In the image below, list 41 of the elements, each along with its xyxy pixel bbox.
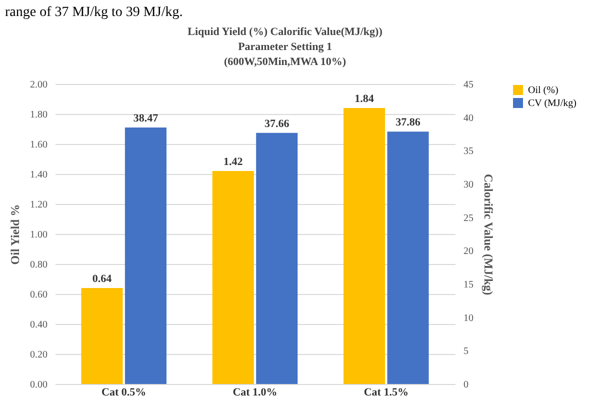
data-label: 1.84: [354, 93, 374, 105]
y2-tick-label: 10: [464, 312, 474, 324]
y2-tick-label: 45: [464, 80, 474, 90]
bar: [344, 108, 386, 384]
data-label: 38.47: [133, 112, 159, 125]
y2-tick-label: 15: [464, 280, 474, 290]
data-label: 37.86: [396, 116, 421, 129]
y-axis-title: Oil Yield %: [8, 204, 22, 265]
legend-label: CV (MJ/kg): [528, 98, 576, 109]
y-tick-label: 0.20: [30, 350, 48, 360]
y-tick-label: 0.80: [30, 260, 48, 270]
y2-tick-label: 5: [464, 346, 468, 358]
bar: [212, 171, 254, 384]
data-label: 0.64: [92, 273, 112, 285]
y2-tick-label: 40: [464, 112, 474, 124]
data-label: 1.42: [224, 156, 244, 168]
text: range of 37 MJ/kg to 39 MJ/kg.: [5, 5, 183, 20]
y2-tick-label: 25: [464, 212, 474, 224]
y-tick-label: 0.00: [30, 380, 48, 390]
x-tick-label: Cat 1.5%: [364, 386, 408, 398]
y-tick-label: 1.80: [30, 110, 48, 120]
legend-label: Oil (%): [528, 85, 558, 96]
y2-tick-label: 0: [464, 380, 468, 390]
y-tick-label: 1.40: [30, 170, 48, 180]
x-tick-label: Cat 1.0%: [232, 386, 278, 398]
y-tick-label: 2.00: [30, 80, 48, 90]
data-label: 37.66: [264, 118, 290, 130]
y-tick-label: 0.60: [30, 290, 48, 300]
y-tick-label: 0.40: [30, 320, 48, 330]
y2-axis-title: Calorific Value (MJ/kg): [482, 174, 496, 296]
y-tick-label: 1.60: [30, 140, 48, 150]
y2-tick-label: 35: [464, 146, 474, 158]
text: (600W,50Min,MWA 10%): [224, 56, 346, 68]
chart-title: Liquid Yield (%) Calorific Value(MJ/kg)): [188, 26, 383, 38]
y2-tick-label: 30: [464, 180, 474, 190]
x-tick-label: Cat 0.5%: [102, 386, 146, 398]
y-tick-label: 1.00: [30, 230, 48, 240]
bar: [81, 288, 123, 384]
text: Parameter Setting 1: [238, 41, 332, 53]
y-tick-label: 1.20: [30, 200, 48, 210]
y2-tick-label: 20: [464, 246, 474, 258]
